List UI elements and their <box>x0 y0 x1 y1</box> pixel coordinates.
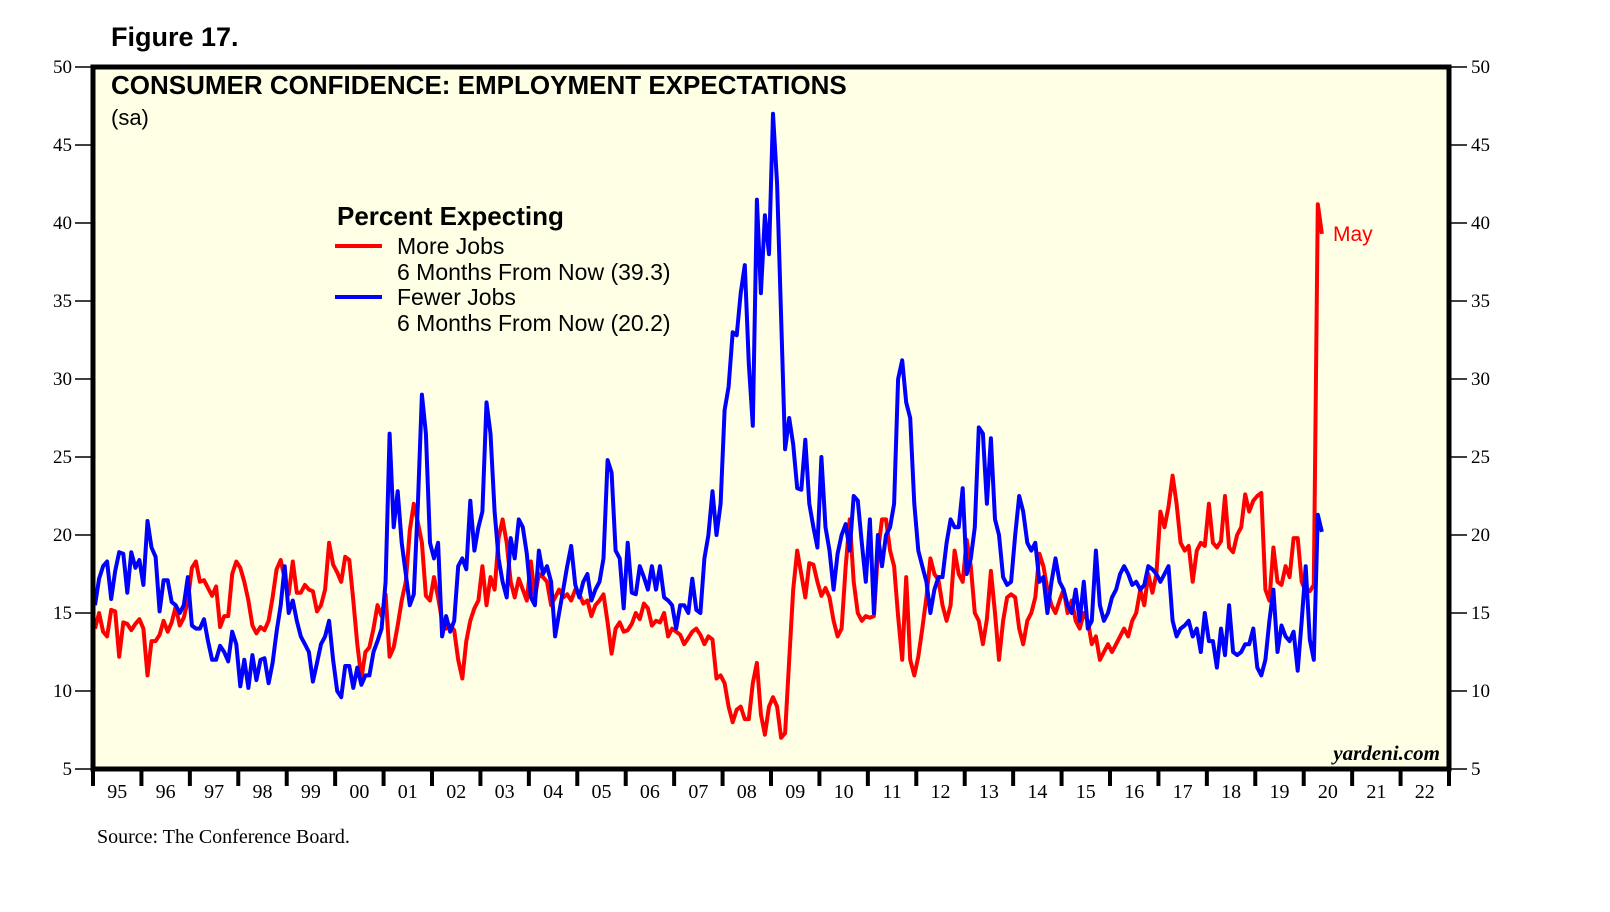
y-axis-right: 5 10 15 20 25 30 35 40 45 50 <box>1449 57 1490 780</box>
source-note: Source: The Conference Board. <box>97 826 350 848</box>
y-tick-label-right: 40 <box>1471 213 1490 234</box>
y-tick-label-left: 15 <box>53 603 72 624</box>
y-tick-label-left: 45 <box>53 135 72 156</box>
x-tick-label: 12 <box>931 781 951 803</box>
x-axis: 95 96 97 98 99 00 01 02 03 04 05 06 07 08 09 10 11 12 13 14… <box>91 769 1451 803</box>
x-tick-label: 15 <box>1076 781 1096 803</box>
y-axis-left: 5 10 15 20 25 30 35 40 45 50 <box>53 57 93 780</box>
annotation-may: May <box>1333 223 1373 246</box>
y-tick-label-right: 10 <box>1471 681 1490 702</box>
x-tick-label: 10 <box>834 781 854 803</box>
y-tick-label-right: 15 <box>1471 603 1490 624</box>
y-tick-label-right: 35 <box>1471 291 1490 312</box>
y-tick-label-right: 45 <box>1471 135 1490 156</box>
legend-label-fewer-jobs: Fewer Jobs <box>397 284 516 310</box>
y-tick-label-right: 25 <box>1471 447 1490 468</box>
y-tick-label-left: 25 <box>53 447 72 468</box>
series-line-fewer-jobs <box>93 111 1324 700</box>
y-tick-label-left: 20 <box>53 525 72 546</box>
x-tick-label: 03 <box>495 781 515 803</box>
x-tick-label: 05 <box>592 781 612 803</box>
figure-label: Figure 17. <box>111 22 239 52</box>
x-tick-label: 01 <box>398 781 418 803</box>
x-tick-label: 21 <box>1366 781 1386 803</box>
series-group <box>93 111 1324 740</box>
legend: Percent Expecting More Jobs 6 Months Fro… <box>335 201 671 336</box>
x-tick-label: 04 <box>543 781 563 803</box>
y-tick-label-right: 20 <box>1471 525 1490 546</box>
x-tick-label: 09 <box>785 781 805 803</box>
y-tick-label-right: 50 <box>1471 57 1490 78</box>
x-tick-label: 22 <box>1415 781 1435 803</box>
x-tick-label: 11 <box>882 781 901 803</box>
legend-label-more-jobs: More Jobs <box>397 233 504 259</box>
x-tick-label: 19 <box>1270 781 1290 803</box>
y-tick-label-left: 50 <box>53 57 72 78</box>
x-tick-label: 02 <box>446 781 466 803</box>
x-tick-label: 06 <box>640 781 660 803</box>
x-tick-label: 07 <box>688 781 708 803</box>
x-tick-label: 16 <box>1124 781 1144 803</box>
x-tick-label: 14 <box>1027 781 1047 803</box>
x-tick-label: 98 <box>253 781 273 803</box>
chart-title: CONSUMER CONFIDENCE: EMPLOYMENT EXPECTAT… <box>111 70 847 100</box>
y-tick-label-left: 5 <box>63 759 73 780</box>
legend-sublabel-more-jobs: 6 Months From Now (39.3) <box>397 259 671 285</box>
series-line-more-jobs <box>93 202 1324 740</box>
x-tick-label: 18 <box>1221 781 1241 803</box>
x-tick-label: 20 <box>1318 781 1338 803</box>
y-tick-label-left: 30 <box>53 369 72 390</box>
x-tick-label: 13 <box>979 781 999 803</box>
chart-subtitle: (sa) <box>111 105 149 130</box>
x-tick-label: 95 <box>107 781 127 803</box>
x-tick-label: 08 <box>737 781 757 803</box>
x-tick-label: 00 <box>349 781 369 803</box>
y-tick-label-right: 5 <box>1471 759 1481 780</box>
plot-frame <box>90 64 1452 772</box>
y-tick-label-left: 10 <box>53 681 72 702</box>
y-tick-label-left: 35 <box>53 291 72 312</box>
y-tick-label-left: 40 <box>53 213 72 234</box>
y-tick-label-right: 30 <box>1471 369 1490 390</box>
legend-title: Percent Expecting <box>337 201 564 231</box>
x-tick-label: 96 <box>156 781 176 803</box>
x-tick-label: 97 <box>204 781 224 803</box>
watermark: yardeni.com <box>1330 741 1440 765</box>
legend-sublabel-fewer-jobs: 6 Months From Now (20.2) <box>397 310 671 336</box>
x-tick-label: 99 <box>301 781 321 803</box>
x-tick-label: 17 <box>1173 781 1193 803</box>
